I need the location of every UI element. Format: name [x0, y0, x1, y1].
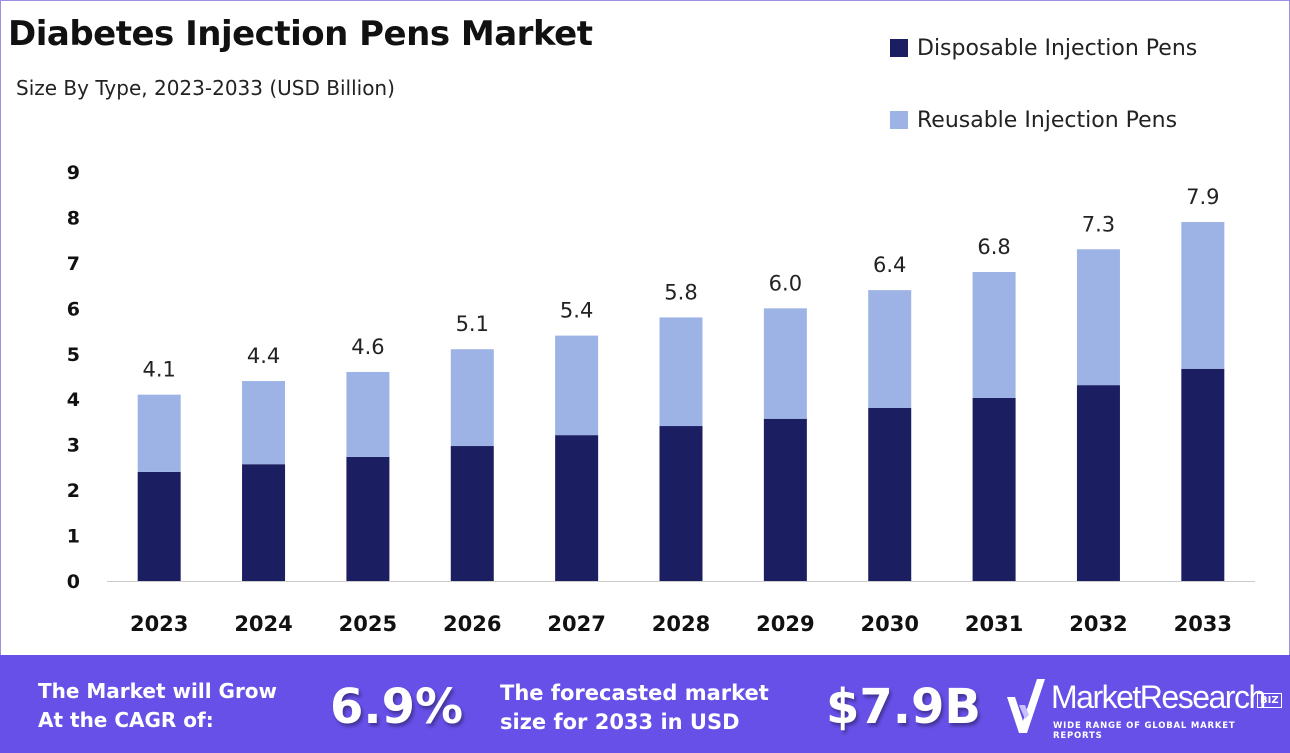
x-tick-label: 2028 [652, 612, 710, 636]
legend-item-reusable: Reusable Injection Pens [890, 102, 1197, 138]
logo-name: MarketResearch [1051, 679, 1266, 715]
x-tick-label: 2026 [443, 612, 501, 636]
cagr-label-line1: The Market will Grow [38, 679, 278, 703]
bar-disposable-2027 [555, 435, 599, 581]
legend-item-disposable: Disposable Injection Pens [890, 30, 1197, 66]
total-label-2028: 5.8 [664, 280, 697, 304]
x-tick-label: 2031 [965, 612, 1023, 636]
x-tick-label: 2033 [1174, 612, 1232, 636]
forecast-value: $7.9B [826, 679, 982, 735]
total-label-2027: 5.4 [560, 299, 593, 323]
total-label-2030: 6.4 [873, 253, 906, 277]
chart-title: Diabetes Injection Pens Market [8, 14, 593, 54]
bar-disposable-2031 [972, 397, 1016, 581]
bar-reusable-2033 [1181, 221, 1225, 369]
legend-swatch-disposable [890, 39, 908, 57]
legend: Disposable Injection Pens Reusable Injec… [890, 30, 1197, 174]
bar-reusable-2031 [972, 271, 1016, 398]
logo-check-icon [1007, 679, 1045, 733]
x-tick-label: 2027 [547, 612, 605, 636]
bar-disposable-2023 [137, 471, 181, 581]
cagr-label-line2: At the CAGR of: [38, 708, 214, 732]
legend-swatch-reusable [890, 111, 908, 129]
bar-reusable-2032 [1076, 249, 1120, 386]
y-tick-label: 5 [67, 344, 80, 366]
bar-disposable-2030 [868, 407, 912, 581]
bar-disposable-2024 [242, 464, 286, 581]
bar-disposable-2032 [1076, 385, 1120, 581]
x-tick-label: 2025 [339, 612, 397, 636]
bar-disposable-2028 [659, 426, 703, 581]
x-tick-label: 2023 [130, 612, 188, 636]
bar-disposable-2033 [1181, 368, 1225, 581]
cagr-label: The Market will Grow At the CAGR of: [38, 677, 277, 735]
logo-badge: BIZ [1257, 693, 1282, 708]
bar-reusable-2024 [242, 381, 286, 465]
y-tick-label: 6 [67, 298, 80, 320]
forecast-label-line2: size for 2033 in USD [500, 710, 740, 734]
cagr-value: 6.9% [330, 679, 464, 735]
legend-label-reusable: Reusable Injection Pens [917, 107, 1178, 133]
bar-reusable-2027 [555, 335, 599, 436]
total-label-2023: 4.1 [142, 358, 175, 382]
marketresearch-logo: MarketResearch BIZ WIDE RANGE OF GLOBAL … [1005, 673, 1285, 743]
y-tick-label: 4 [67, 389, 80, 411]
total-label-2026: 5.1 [456, 312, 489, 336]
y-tick-label: 8 [67, 207, 80, 229]
bar-disposable-2029 [763, 418, 807, 581]
total-label-2031: 6.8 [977, 235, 1010, 259]
chart-subtitle: Size By Type, 2023-2033 (USD Billion) [16, 76, 395, 100]
bar-chart: 0 1 2 3 4 5 6 7 8 9 4.1 2023 4.4 2024 4.6 2025 5.1 2026 5.… [67, 162, 1255, 636]
bar-disposable-2025 [346, 456, 390, 581]
bar-reusable-2030 [868, 290, 912, 408]
y-tick-label: 2 [67, 480, 80, 502]
forecast-label-line1: The forecasted market [500, 681, 769, 705]
x-tick-label: 2029 [756, 612, 814, 636]
y-tick-label: 7 [67, 253, 80, 275]
legend-label-disposable: Disposable Injection Pens [917, 35, 1198, 61]
bar-disposable-2026 [450, 446, 494, 581]
bar-reusable-2025 [346, 371, 390, 457]
bar-reusable-2029 [763, 308, 807, 419]
y-tick-label: 3 [67, 435, 80, 457]
x-tick-label: 2024 [234, 612, 292, 636]
total-label-2032: 7.3 [1082, 212, 1115, 236]
y-tick-label: 1 [67, 526, 80, 548]
x-tick-label: 2032 [1069, 612, 1127, 636]
logo-tagline: WIDE RANGE OF GLOBAL MARKET REPORTS [1053, 721, 1236, 741]
y-tick-label: 9 [67, 162, 80, 184]
total-label-2029: 6.0 [769, 271, 802, 295]
bar-reusable-2026 [450, 349, 494, 447]
total-label-2024: 4.4 [247, 344, 280, 368]
forecast-label: The forecasted market size for 2033 in U… [500, 679, 769, 737]
bar-reusable-2023 [137, 394, 181, 472]
x-tick-label: 2030 [861, 612, 919, 636]
total-label-2033: 7.9 [1186, 185, 1219, 209]
y-tick-label: 0 [67, 571, 80, 593]
bar-reusable-2028 [659, 317, 703, 427]
summary-banner: The Market will Grow At the CAGR of: 6.9… [0, 655, 1290, 753]
total-label-2025: 4.6 [351, 335, 384, 359]
